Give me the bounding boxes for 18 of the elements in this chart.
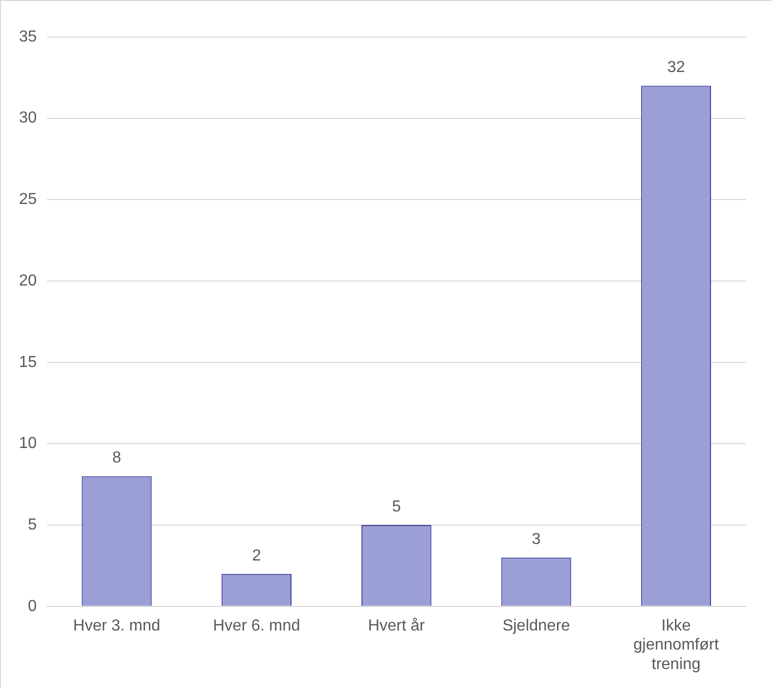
data-label: 2 [252,547,262,564]
data-label: 8 [112,450,122,467]
y-tick-label: 25 [19,191,37,208]
y-tick-label: 10 [19,435,37,452]
x-tick-label: Ikke gjennomført trening [633,617,720,673]
x-tick-label: Hver 6. mnd [212,617,300,634]
y-tick-label: 0 [28,598,37,615]
x-tick-label: Sjeldnere [502,617,570,634]
y-tick-label: 35 [19,28,37,46]
y-tick-label: 15 [19,354,37,371]
y-tick-label: 30 [19,110,37,127]
data-label: 3 [532,531,541,548]
x-tick-label: Hvert år [368,617,426,634]
data-label: 32 [667,59,686,76]
y-tick-label: 20 [19,272,37,290]
data-label: 5 [392,498,401,516]
y-tick-label: 5 [28,516,37,534]
x-tick-label: Hver 3. mnd [73,617,160,634]
